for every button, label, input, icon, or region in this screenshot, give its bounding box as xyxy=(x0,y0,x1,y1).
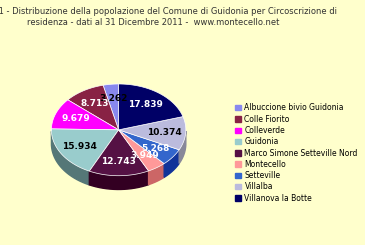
Text: 12.743: 12.743 xyxy=(101,157,136,166)
Polygon shape xyxy=(51,100,119,130)
Text: Graf 1.1 - Distribuzione della popolazione del Comune di Guidonia per Circoscriz: Graf 1.1 - Distribuzione della popolazio… xyxy=(0,7,337,27)
Text: 9.679: 9.679 xyxy=(62,114,90,123)
Polygon shape xyxy=(119,130,179,164)
Polygon shape xyxy=(149,164,164,185)
Legend: Albuccione bivio Guidonia, Colle Fiorito, Colleverde, Guidonia, Marco Simone Set: Albuccione bivio Guidonia, Colle Fiorito… xyxy=(234,102,360,204)
Text: 5.268: 5.268 xyxy=(141,144,169,153)
Polygon shape xyxy=(119,117,186,150)
Polygon shape xyxy=(119,130,164,171)
Polygon shape xyxy=(89,171,149,189)
Text: 8.713: 8.713 xyxy=(81,99,109,108)
Polygon shape xyxy=(103,84,119,130)
Polygon shape xyxy=(179,131,186,163)
Text: 10.374: 10.374 xyxy=(147,128,181,137)
Text: 3.262: 3.262 xyxy=(99,94,127,103)
Text: 3.949: 3.949 xyxy=(130,151,159,160)
Polygon shape xyxy=(51,131,89,185)
Text: 15.934: 15.934 xyxy=(62,142,97,151)
Polygon shape xyxy=(119,84,183,130)
Polygon shape xyxy=(164,150,179,177)
Polygon shape xyxy=(51,129,119,171)
Polygon shape xyxy=(89,130,149,176)
Polygon shape xyxy=(68,85,119,130)
Text: 17.839: 17.839 xyxy=(128,100,163,109)
